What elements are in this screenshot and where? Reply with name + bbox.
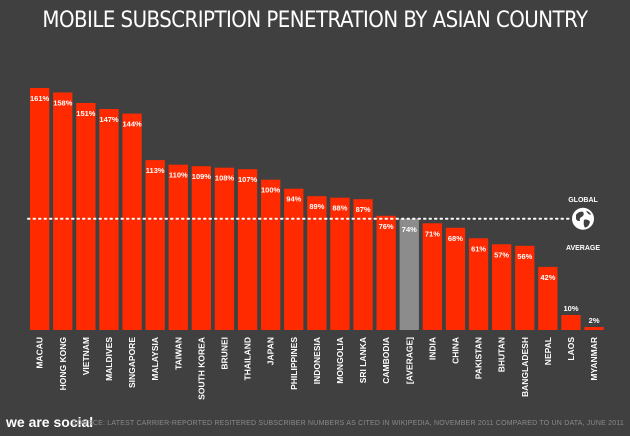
category-label: THAILAND bbox=[243, 337, 253, 380]
bar-cambodia bbox=[376, 215, 396, 330]
bar-average bbox=[399, 218, 419, 330]
category-label: MACAU bbox=[35, 337, 45, 369]
category-label: JAPAN bbox=[266, 337, 276, 365]
value-label: 74% bbox=[402, 225, 417, 234]
reference-label-bottom: AVERAGE bbox=[565, 245, 601, 252]
bar-taiwan bbox=[168, 164, 188, 330]
category-label: HONG KONG bbox=[58, 337, 68, 391]
value-label: 147% bbox=[99, 115, 119, 124]
category-label: BRUNEI bbox=[220, 337, 230, 370]
category-label: MALDIVES bbox=[104, 337, 114, 381]
bar-vietnam bbox=[76, 103, 96, 330]
value-label: 151% bbox=[76, 109, 96, 118]
value-label: 87% bbox=[356, 205, 371, 214]
value-label: 158% bbox=[53, 99, 73, 108]
value-label: 89% bbox=[309, 202, 324, 211]
value-label: 68% bbox=[448, 234, 463, 243]
bar-myanmar bbox=[584, 327, 604, 330]
bar-india bbox=[422, 223, 442, 330]
bar-bangladesh bbox=[515, 245, 535, 330]
reference-label-top: GLOBAL bbox=[568, 197, 598, 204]
value-label: 144% bbox=[123, 120, 143, 129]
category-label: CAMBODIA bbox=[381, 337, 391, 384]
value-label: 2% bbox=[589, 316, 600, 325]
value-label: 10% bbox=[563, 304, 578, 313]
value-label: 56% bbox=[517, 252, 532, 261]
bar-thailand bbox=[237, 169, 258, 330]
chart-title: MOBILE SUBSCRIPTION PENETRATION BY ASIAN… bbox=[42, 8, 588, 33]
category-label: INDONESIA bbox=[312, 337, 322, 384]
bar-pakistan bbox=[468, 238, 489, 330]
bar-philippines bbox=[284, 188, 304, 330]
category-label: MYANMAR bbox=[589, 337, 599, 381]
brand-logo-text: we are social bbox=[6, 414, 94, 430]
value-label: 76% bbox=[379, 222, 394, 231]
category-label: BHUTAN bbox=[497, 337, 507, 372]
category-label: [AVERAGE] bbox=[404, 337, 414, 384]
category-label: PHILIPPINES bbox=[289, 337, 299, 390]
value-label: 88% bbox=[332, 204, 347, 213]
category-label: LAOS bbox=[566, 337, 576, 361]
category-label: TAIWAN bbox=[173, 337, 183, 370]
category-label: SRI LANKA bbox=[358, 337, 368, 383]
value-label: 57% bbox=[494, 250, 509, 259]
bar-malaysia bbox=[145, 160, 165, 330]
value-label: 108% bbox=[215, 174, 235, 183]
value-label: 71% bbox=[425, 229, 440, 238]
bar-maldives bbox=[99, 109, 119, 330]
category-label: CHINA bbox=[450, 337, 460, 364]
value-label: 42% bbox=[540, 273, 555, 282]
bar-indonesia bbox=[307, 196, 327, 330]
category-label: SINGAPORE bbox=[127, 337, 137, 388]
bar-sri-lanka bbox=[353, 199, 373, 330]
category-label: VIETNAM bbox=[81, 337, 91, 375]
value-label: 61% bbox=[471, 244, 486, 253]
bar-nepal bbox=[538, 266, 558, 330]
value-label: 110% bbox=[169, 171, 188, 180]
category-label: NEPAL bbox=[543, 337, 553, 365]
category-label: MONGOLIA bbox=[335, 337, 345, 384]
value-label: 109% bbox=[192, 172, 212, 181]
bar-china bbox=[445, 227, 466, 330]
value-label: 113% bbox=[146, 166, 165, 175]
value-label: 100% bbox=[261, 186, 281, 195]
bar-laos bbox=[561, 315, 581, 330]
category-label: MALAYSIA bbox=[150, 337, 160, 381]
bar-mongolia bbox=[330, 197, 350, 330]
source-note: SOURCE: LATEST CARRIER-REPORTED RESITERE… bbox=[71, 420, 624, 427]
globe-icon bbox=[572, 207, 594, 230]
category-label: BANGLADESH bbox=[520, 337, 530, 397]
category-label: SOUTH KOREA bbox=[196, 337, 206, 400]
bar-south-korea bbox=[191, 166, 211, 330]
bar-singapore bbox=[122, 113, 142, 330]
value-label: 107% bbox=[238, 175, 258, 184]
category-label: PAKISTAN bbox=[474, 337, 484, 379]
category-label: INDIA bbox=[427, 337, 437, 360]
bar-japan bbox=[261, 179, 281, 330]
bar-hong-kong bbox=[53, 92, 73, 330]
bar-macau bbox=[30, 88, 50, 330]
bar-brunei bbox=[214, 167, 235, 330]
bar-bhutan bbox=[492, 244, 512, 330]
value-label: 94% bbox=[286, 195, 301, 204]
value-label: 161% bbox=[30, 94, 50, 103]
